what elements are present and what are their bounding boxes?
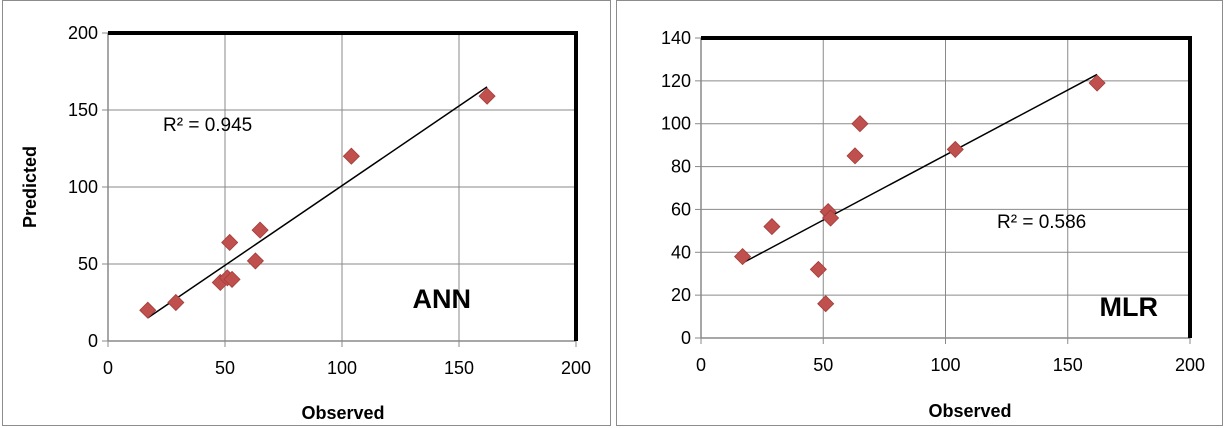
model-label: MLR — [1100, 292, 1158, 322]
y-axis-title: Predicted — [20, 146, 40, 228]
y-tick-label: 100 — [661, 114, 691, 134]
model-label: ANN — [413, 284, 472, 314]
data-point — [221, 233, 239, 252]
data-point — [223, 270, 241, 288]
x-tick-label: 0 — [696, 355, 706, 375]
ann-scatter-chart: 0 50 100 150 200 0 50 100 150 200 R² = 0.945 ANN Obs… — [20, 23, 591, 423]
r-squared-label: R² = 0.945 — [163, 115, 252, 136]
y-tick-label: 0 — [681, 328, 691, 348]
data-point — [167, 293, 185, 312]
mlr-scatter-chart: 0 20 40 60 80 100 120 140 0 50 100 150 200 R² = 0.586… — [661, 28, 1205, 421]
data-point — [733, 248, 752, 266]
data-point — [817, 295, 835, 313]
x-tick-label: 100 — [930, 355, 960, 375]
panel-divider — [612, 0, 615, 428]
data-point — [139, 301, 157, 319]
y-tick-label: 20 — [671, 285, 691, 305]
r-squared-label: R² = 0.586 — [997, 212, 1086, 233]
data-point — [251, 221, 269, 239]
x-tick-label: 0 — [103, 358, 113, 378]
x-tick-label: 200 — [1175, 355, 1205, 375]
x-tick-label: 50 — [215, 358, 235, 378]
y-tick-label: 140 — [661, 28, 691, 48]
x-tick-label: 100 — [327, 358, 357, 378]
y-tick-label: 150 — [68, 100, 98, 120]
data-point — [822, 209, 840, 227]
data-point — [846, 147, 864, 165]
data-point — [342, 147, 360, 165]
y-tick-label: 60 — [671, 199, 691, 219]
x-axis-title: Observed — [301, 403, 384, 423]
data-point — [946, 140, 964, 158]
trendline — [742, 73, 1098, 264]
y-tick-label: 50 — [78, 254, 98, 274]
y-tick-label: 80 — [671, 157, 691, 177]
data-point — [478, 87, 496, 105]
y-tick-label: 0 — [88, 331, 98, 351]
data-point — [763, 218, 781, 236]
data-point — [809, 260, 827, 278]
x-tick-label: 50 — [813, 355, 833, 375]
ann-chart-panel: 0 50 100 150 200 0 50 100 150 200 R² = 0.945 ANN Obs… — [2, 0, 611, 426]
mlr-chart-panel: 0 20 40 60 80 100 120 140 0 50 100 150 200 R² = 0.586… — [616, 0, 1223, 426]
y-tick-label: 200 — [68, 23, 98, 43]
y-tick-label: 120 — [661, 71, 691, 91]
data-point — [1088, 74, 1106, 92]
x-tick-label: 150 — [1053, 355, 1083, 375]
x-tick-label: 200 — [561, 358, 591, 378]
data-point — [851, 115, 869, 133]
x-tick-label: 150 — [444, 358, 474, 378]
trendline — [147, 86, 488, 319]
y-tick-label: 40 — [671, 242, 691, 262]
x-axis-title: Observed — [928, 401, 1011, 421]
data-point — [246, 252, 264, 270]
y-tick-label: 100 — [68, 177, 98, 197]
